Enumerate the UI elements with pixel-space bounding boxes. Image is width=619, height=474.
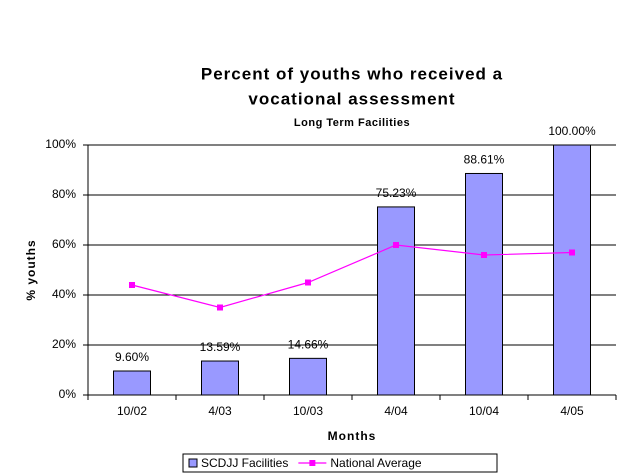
data-label: 88.61% bbox=[464, 153, 505, 167]
legend-swatch bbox=[309, 460, 316, 466]
y-axis-label: % youths bbox=[24, 239, 38, 300]
marker bbox=[217, 304, 223, 311]
marker bbox=[569, 249, 575, 256]
bar bbox=[377, 206, 415, 396]
data-label: 9.60% bbox=[115, 350, 149, 364]
y-tick-label: 80% bbox=[52, 187, 76, 201]
legend-swatch bbox=[188, 458, 198, 468]
x-tick-label: 10/02 bbox=[117, 404, 147, 418]
legend-label: SCDJJ Facilities bbox=[201, 456, 288, 470]
data-label: 13.59% bbox=[200, 340, 241, 354]
x-tick-label: 10/03 bbox=[293, 404, 323, 418]
chart-title: Percent of youths who received a bbox=[201, 64, 503, 83]
bar bbox=[289, 357, 327, 396]
data-label: 14.66% bbox=[288, 338, 329, 352]
x-tick-label: 4/04 bbox=[384, 404, 408, 418]
marker bbox=[305, 279, 311, 286]
legend-label: National Average bbox=[330, 456, 422, 470]
y-tick-label: 20% bbox=[52, 337, 76, 351]
y-tick-label: 60% bbox=[52, 237, 76, 251]
line bbox=[131, 244, 573, 309]
chart-subtitle: Long Term Facilities bbox=[294, 117, 410, 129]
x-tick-label: 4/05 bbox=[560, 404, 584, 418]
marker bbox=[393, 242, 399, 248]
x-tick-label: 4/03 bbox=[208, 404, 232, 418]
marker bbox=[481, 252, 487, 258]
y-tick-label: 40% bbox=[52, 287, 76, 301]
bar bbox=[553, 144, 591, 396]
data-label: 100.00% bbox=[548, 124, 596, 138]
y-tick-label: 0% bbox=[59, 387, 77, 401]
legend-box bbox=[182, 453, 498, 473]
bar bbox=[465, 172, 503, 396]
marker bbox=[129, 282, 135, 288]
y-tick-label: 100% bbox=[45, 137, 76, 151]
data-label: 75.23% bbox=[376, 186, 417, 200]
chart-title: vocational assessment bbox=[248, 89, 455, 108]
x-axis-label: Months bbox=[328, 429, 377, 443]
bar bbox=[201, 360, 239, 396]
x-tick-label: 10/04 bbox=[469, 404, 499, 418]
bar bbox=[113, 370, 151, 396]
